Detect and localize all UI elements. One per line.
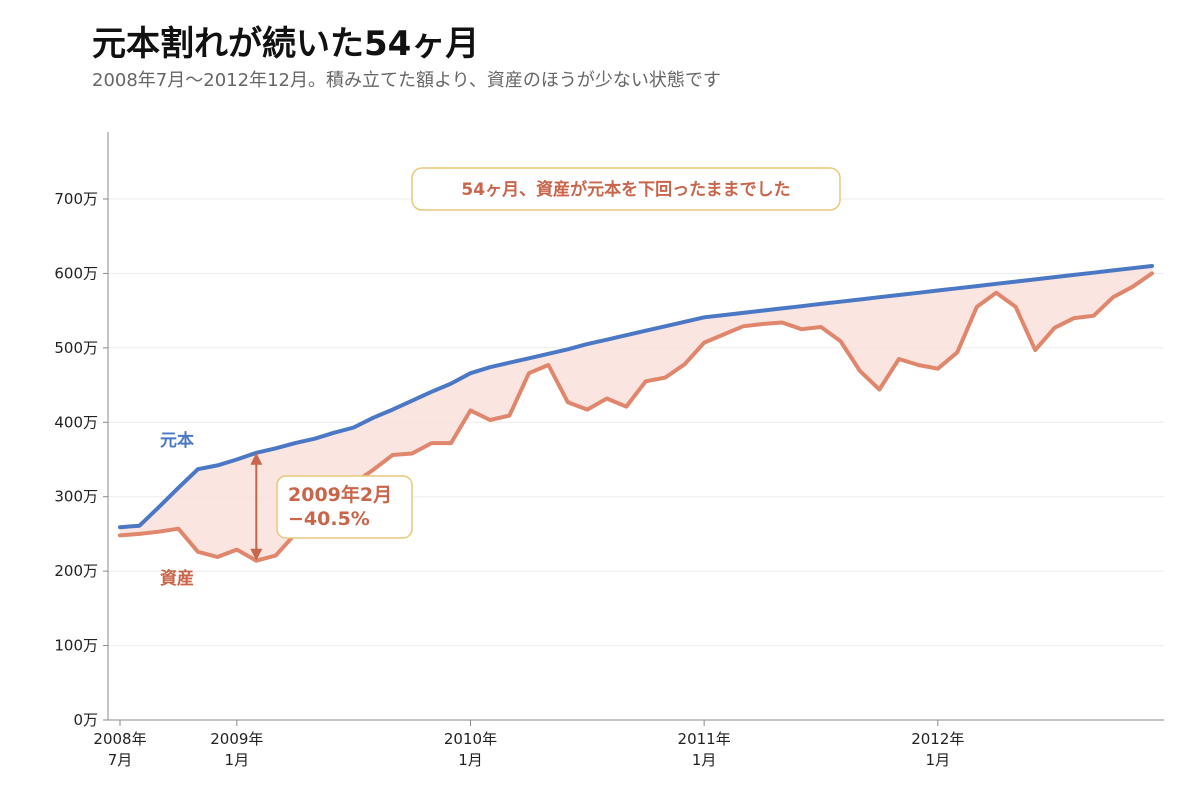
trough-date-label: 2009年2月 bbox=[288, 483, 392, 506]
gridlines bbox=[108, 198, 1164, 647]
shortfall-area bbox=[120, 266, 1152, 561]
y-tick-label: 700万 bbox=[54, 190, 98, 208]
y-tick-label: 600万 bbox=[54, 264, 98, 282]
y-tick-label: 300万 bbox=[54, 488, 98, 506]
series-line-principal bbox=[118, 264, 1154, 530]
y-tick-label: 400万 bbox=[54, 413, 98, 431]
x-tick-label-month: 7月 bbox=[108, 751, 133, 769]
series-label-principal: 元本 bbox=[160, 430, 194, 451]
trough-annotation: 2009年2月 −40.5% bbox=[250, 452, 413, 561]
y-tick-label: 200万 bbox=[54, 562, 98, 580]
y-tick-label: 500万 bbox=[54, 339, 98, 357]
x-tick-label-month: 1月 bbox=[692, 751, 717, 769]
trough-drawdown-label: −40.5% bbox=[288, 508, 370, 530]
x-tick-label-year: 2012年 bbox=[911, 730, 964, 748]
note-annotation: 54ヶ月、資産が元本を下回ったままでした bbox=[411, 167, 841, 211]
note-callout-box bbox=[411, 167, 841, 211]
x-tick-label-month: 1月 bbox=[926, 751, 951, 769]
x-tick-label-year: 2008年 bbox=[93, 730, 146, 748]
y-tick-label: 0万 bbox=[73, 711, 98, 729]
x-tick-label-month: 1月 bbox=[458, 751, 483, 769]
x-axis-ticks: 2008年 7月 2009年 1月 2010年 1月 2011年 1月 2012年 1月 bbox=[93, 720, 964, 769]
x-tick-label-year: 2009年 bbox=[210, 730, 263, 748]
trough-callout-box bbox=[276, 475, 413, 539]
axes bbox=[107, 132, 1164, 721]
chart-title: 元本割れが続いた54ヶ月 bbox=[92, 24, 480, 64]
series-label-assets: 資産 bbox=[160, 568, 194, 589]
y-tick-label: 100万 bbox=[54, 637, 98, 655]
x-tick-label-year: 2011年 bbox=[678, 730, 731, 748]
chart-subtitle: 2008年7月〜2012年12月。積み立てた額より、資産のほうが少ない状態です bbox=[92, 70, 721, 91]
x-tick-label-year: 2010年 bbox=[444, 730, 497, 748]
note-label: 54ヶ月、資産が元本を下回ったままでした bbox=[461, 179, 790, 200]
x-tick-label-month: 1月 bbox=[225, 751, 250, 769]
y-axis-ticks: 0万 100万 200万 300万 400万 500万 600万 700万 bbox=[54, 190, 108, 729]
